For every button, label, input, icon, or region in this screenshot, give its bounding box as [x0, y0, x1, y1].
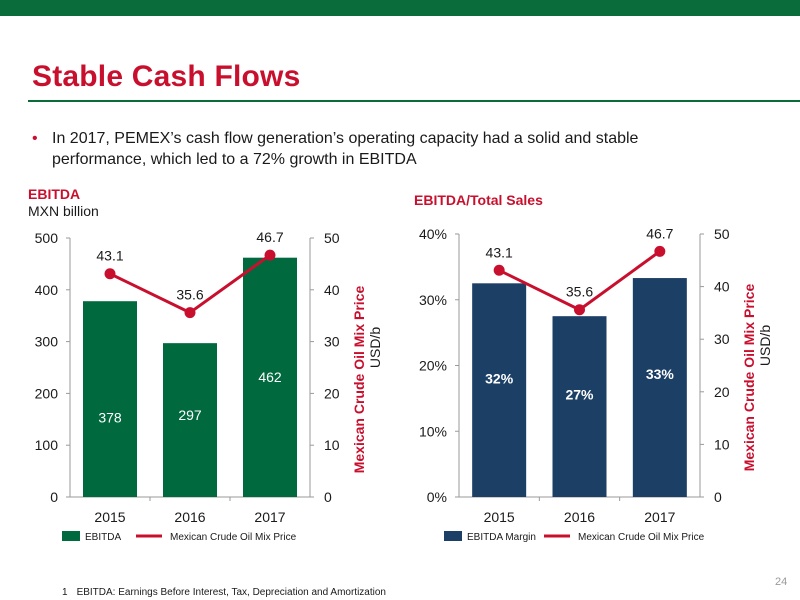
chart-2-bar: [472, 283, 527, 497]
chart-1-left-tick-label: 400: [35, 282, 59, 298]
chart-2-bar-data-label: 32%: [485, 371, 514, 387]
chart-1-legend-line-label: Mexican Crude Oil Mix Price: [170, 532, 297, 543]
chart-2-right-tick-label: 10: [714, 436, 730, 452]
chart-2-price-point: [493, 264, 505, 276]
chart-1-price-data-label: 46.7: [256, 229, 283, 245]
chart-1-right-tick-label: 30: [324, 334, 340, 350]
page-title: Stable Cash Flows: [32, 60, 301, 93]
chart-1-bar: [163, 343, 217, 497]
chart-2-left-tick-label: 0%: [427, 489, 447, 505]
chart-1-price-data-label: 35.6: [176, 287, 203, 303]
chart-1-x-tick-label: 2016: [174, 509, 205, 525]
chart-1-subtitle: MXN billion: [28, 203, 99, 219]
chart-2-x-tick-label: 2016: [564, 509, 595, 525]
footnote-text: EBITDA: Earnings Before Interest, Tax, D…: [76, 587, 386, 598]
chart-1-title: EBITDA: [28, 186, 81, 202]
footnote: 1 EBITDA: Earnings Before Interest, Tax, …: [62, 587, 386, 598]
chart-2-left-tick-label: 40%: [419, 226, 447, 242]
chart-2-legend-line-label: Mexican Crude Oil Mix Price: [578, 532, 705, 543]
chart-2-title: EBITDA/Total Sales: [414, 192, 543, 208]
chart-1-right-tick-label: 40: [324, 282, 340, 298]
chart-1-price-point: [264, 249, 276, 261]
chart-1-left-tick-label: 500: [35, 230, 59, 246]
bullet-dot-icon: •: [32, 130, 38, 147]
chart-2-right-tick-label: 40: [714, 279, 730, 295]
chart-1-bar-data-label: 378: [98, 410, 122, 426]
chart-1-bar: [243, 257, 297, 497]
chart-1-left-tick-label: 200: [35, 385, 59, 401]
chart-1-right-axis-unit: USD/b: [367, 327, 383, 368]
chart-2-price-data-label: 35.6: [566, 284, 593, 300]
chart-2-right-tick-label: 50: [714, 226, 730, 242]
footnote-number: 1: [62, 587, 68, 598]
chart-2-left-tick-label: 10%: [419, 423, 447, 439]
top-brand-bar: [0, 0, 800, 16]
chart-1-right-tick-label: 20: [324, 385, 340, 401]
chart-2-bar: [632, 278, 687, 497]
chart-1-price-data-label: 43.1: [96, 248, 123, 264]
chart-2-right-tick-label: 0: [714, 489, 722, 505]
chart-1-bar: [83, 301, 137, 497]
chart-2-left-tick-label: 20%: [419, 358, 447, 374]
chart-1-bar-data-label: 462: [258, 369, 282, 385]
chart-1-right-tick-label: 0: [324, 489, 332, 505]
chart-1-left-tick-label: 100: [35, 437, 59, 453]
chart-2-x-tick-label: 2017: [644, 509, 675, 525]
chart-2-right-tick-label: 20: [714, 384, 730, 400]
bullet-point: • In 2017, PEMEX’s cash flow generation’…: [32, 128, 732, 170]
chart-1-legend-bar-label: EBITDA: [85, 532, 121, 543]
chart-2-price-data-label: 46.7: [646, 225, 673, 241]
chart-1-legend-bar-swatch: [62, 531, 80, 541]
chart-1-right-tick-label: 10: [324, 437, 340, 453]
chart-2-price-point: [574, 304, 585, 316]
chart-2-bar: [552, 316, 607, 497]
chart-2-price-data-label: 43.1: [486, 244, 513, 260]
chart-2-legend-bar-label: EBITDA Margin: [467, 532, 536, 543]
chart-1-right-tick-label: 50: [324, 230, 340, 246]
chart-2-bar-data-label: 27%: [565, 386, 594, 402]
title-divider: [28, 100, 800, 102]
chart-1-price-point: [184, 307, 196, 319]
chart-2-x-tick-label: 2015: [484, 509, 515, 525]
chart-2-price-point: [654, 245, 666, 257]
page-number: 24: [775, 576, 788, 588]
chart-1-bar-data-label: 297: [178, 407, 202, 423]
chart-2-right-axis-unit: USD/b: [757, 325, 773, 366]
chart-2-bar-data-label: 33%: [646, 366, 675, 382]
chart-2-legend-bar-swatch: [444, 531, 462, 541]
bullet-text: In 2017, PEMEX’s cash flow generation’s …: [52, 130, 639, 168]
chart-1-left-tick-label: 300: [35, 334, 59, 350]
chart-1-x-tick-label: 2017: [254, 509, 285, 525]
chart-2-left-tick-label: 30%: [419, 292, 447, 308]
chart-1-x-tick-label: 2015: [94, 509, 125, 525]
chart-2-right-axis-title: Mexican Crude Oil Mix Price: [741, 284, 757, 472]
chart-2-right-tick-label: 30: [714, 331, 730, 347]
chart-1-left-tick-label: 0: [50, 489, 58, 505]
chart-1-price-point: [104, 268, 116, 280]
chart-1-right-axis-title: Mexican Crude Oil Mix Price: [351, 286, 367, 474]
